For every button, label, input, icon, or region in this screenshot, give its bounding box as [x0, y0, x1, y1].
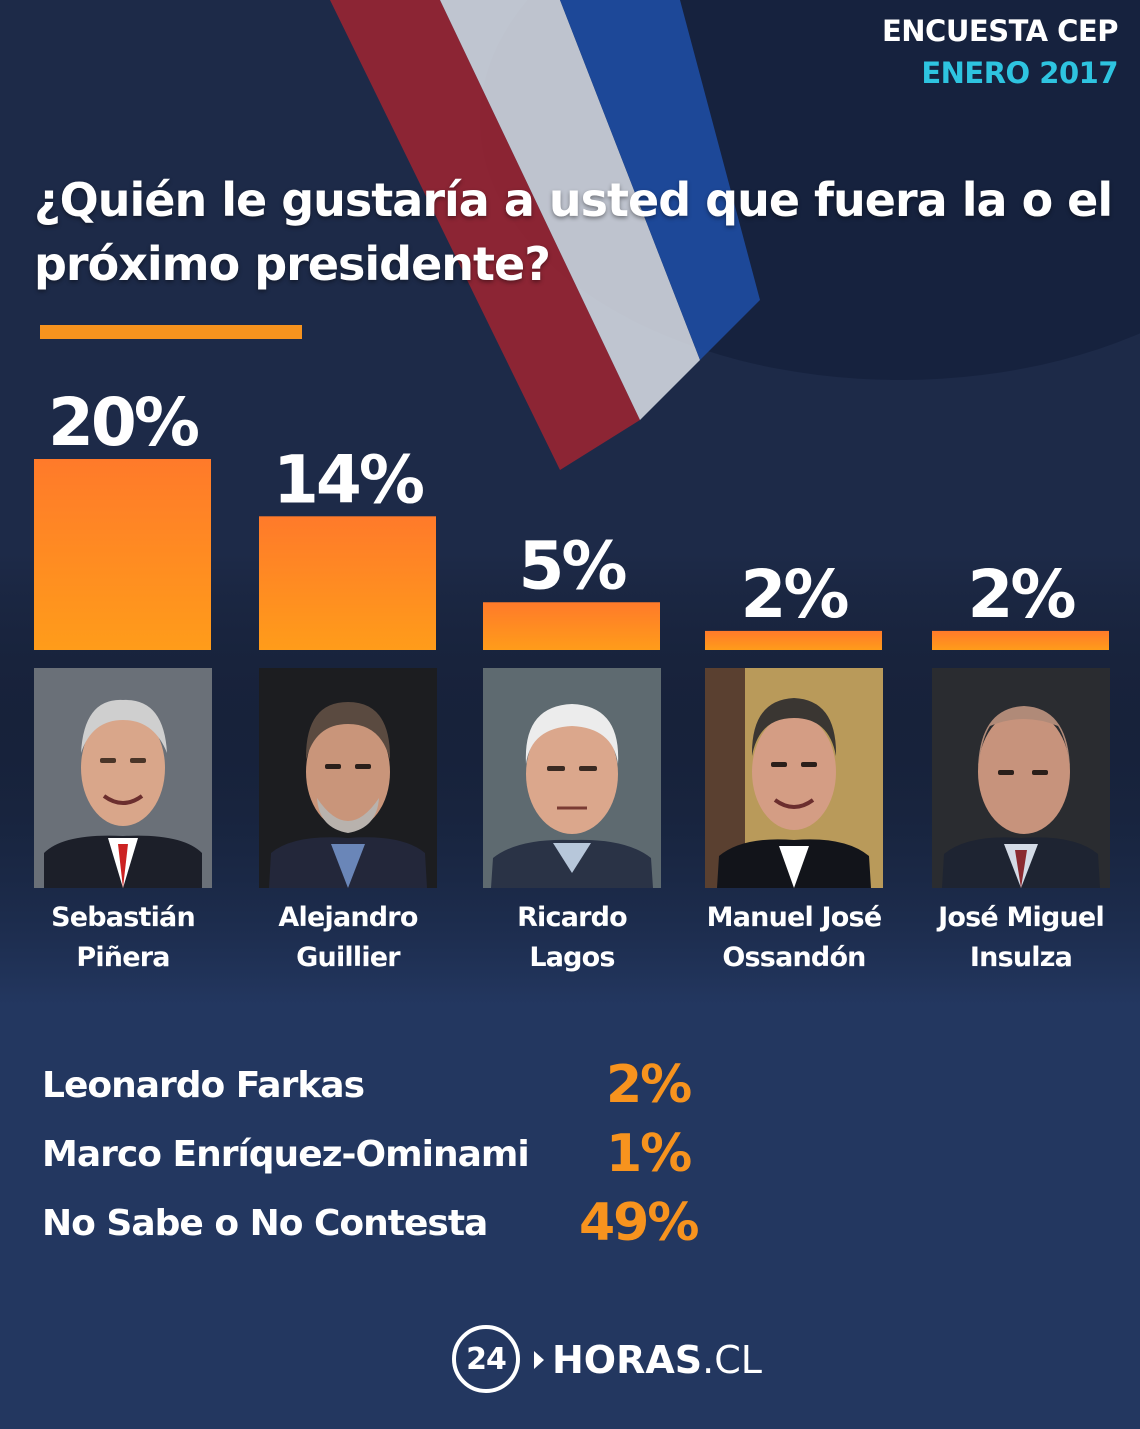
candidate-name-line: Alejandro [278, 902, 418, 933]
other-candidates-section: Leonardo Farkas 2% Marco Enríquez-Ominam… [0, 1005, 1140, 1429]
poll-question: ¿Quién le gustaría a usted que fuera la … [34, 173, 1113, 291]
photo-alejandro-guillier [259, 668, 437, 888]
candidate-name-line: Sebastián [51, 902, 196, 933]
candidate-name-2: Alejandro Guillier [238, 898, 458, 978]
bar-2 [259, 516, 436, 650]
photo-manuel-jose-ossandon [705, 668, 883, 888]
other-row: Marco Enríquez-Ominami 1% [42, 1124, 742, 1194]
play-arrow-icon [534, 1351, 544, 1369]
candidate-name-line: José Miguel [938, 902, 1105, 933]
candidate-name-line: Ricardo [517, 902, 628, 933]
logo-brand: HORAS [552, 1338, 703, 1382]
24horas-logo: 24 HORAS.CL [452, 1325, 762, 1395]
candidate-name-1: Sebastián Piñera [13, 898, 233, 978]
bar-value-label-5: 2% [967, 556, 1075, 633]
bar-5 [932, 630, 1109, 650]
accent-line [40, 325, 302, 339]
other-percent: 1% [606, 1124, 692, 1184]
bars: 20% 14% 5% 2% 2% [34, 384, 1109, 650]
survey-date: ENERO 2017 [921, 56, 1118, 90]
logo-suffix: .CL [702, 1338, 762, 1382]
candidate-name-line: Manuel José [706, 902, 882, 933]
bar-4 [705, 630, 882, 650]
other-percent: 49% [579, 1193, 699, 1253]
candidate-name-line: Piñera [76, 942, 170, 973]
logo-number: 24 [452, 1325, 520, 1393]
candidate-name-line: Ossandón [722, 942, 866, 973]
candidate-name-3: Ricardo Lagos [462, 898, 682, 978]
photo-sebastian-pinera [34, 668, 212, 888]
photo-ricardo-lagos [483, 668, 661, 888]
other-name: Leonardo Farkas [42, 1065, 365, 1106]
other-row: No Sabe o No Contesta 49% [42, 1193, 742, 1263]
bar-value-label-2: 14% [273, 441, 424, 518]
other-name: Marco Enríquez-Ominami [42, 1134, 530, 1175]
candidate-name-line: Guillier [296, 942, 400, 973]
other-name: No Sabe o No Contesta [42, 1203, 488, 1244]
bar-value-label-1: 20% [48, 384, 199, 461]
other-row: Leonardo Farkas 2% [42, 1055, 742, 1125]
bar-value-label-4: 2% [740, 556, 848, 633]
bar-3 [483, 602, 660, 650]
logo-wordmark: HORAS.CL [552, 1338, 762, 1382]
candidate-name-line: Lagos [529, 942, 615, 973]
bar-1 [34, 459, 211, 650]
bar-value-label-3: 5% [518, 527, 626, 604]
candidate-name-5: José Miguel Insulza [911, 898, 1131, 978]
candidate-name-line: Insulza [969, 942, 1073, 973]
candidate-name-4: Manuel José Ossandón [684, 898, 904, 978]
survey-title: ENCUESTA CEP [881, 14, 1119, 48]
other-percent: 2% [606, 1055, 692, 1115]
photo-jose-miguel-insulza [932, 668, 1110, 888]
bar-chart: 20% 14% 5% 2% 2% [34, 384, 1109, 650]
